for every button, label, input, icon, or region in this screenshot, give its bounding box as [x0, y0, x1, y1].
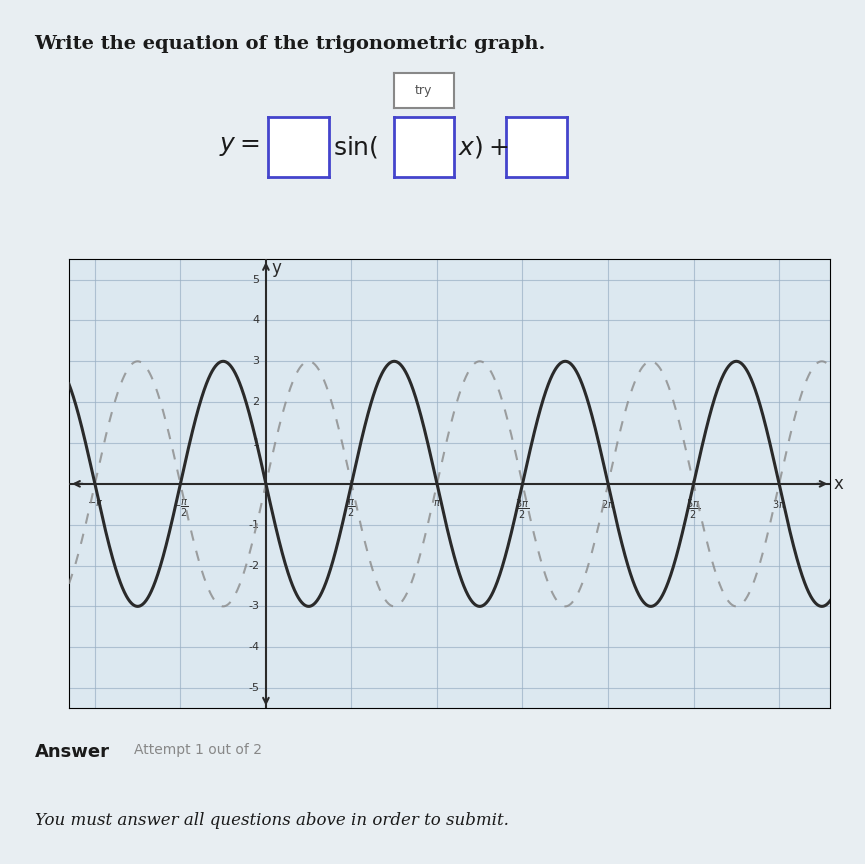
Text: -3: -3 — [248, 601, 260, 612]
Text: $y =$: $y =$ — [219, 136, 260, 158]
Text: $-\pi$: $-\pi$ — [86, 499, 103, 508]
Text: Attempt 1 out of 2: Attempt 1 out of 2 — [134, 743, 262, 757]
Text: 2: 2 — [253, 397, 260, 407]
Text: $2\pi$: $2\pi$ — [601, 499, 615, 510]
Text: $\pi$: $\pi$ — [433, 499, 441, 508]
Text: $-\dfrac{\pi}{2}$: $-\dfrac{\pi}{2}$ — [172, 499, 189, 519]
Text: $x) +$: $x) +$ — [458, 134, 509, 160]
Text: $\dfrac{\pi}{2}$: $\dfrac{\pi}{2}$ — [348, 499, 356, 519]
Text: 3: 3 — [253, 356, 260, 366]
Text: 4: 4 — [253, 315, 260, 326]
Text: $\dfrac{3\pi}{2}$: $\dfrac{3\pi}{2}$ — [516, 499, 529, 521]
Text: x: x — [833, 475, 843, 492]
Text: $3\pi$: $3\pi$ — [772, 499, 786, 510]
Text: $\mathrm{sin}($: $\mathrm{sin}($ — [333, 134, 379, 160]
Text: 5: 5 — [253, 275, 260, 284]
Text: 1: 1 — [253, 438, 260, 448]
Text: You must answer all questions above in order to submit.: You must answer all questions above in o… — [35, 812, 509, 829]
Text: -1: -1 — [248, 519, 260, 530]
Text: y: y — [272, 259, 281, 277]
Text: -4: -4 — [248, 642, 260, 652]
Text: $\dfrac{5\pi}{2}$: $\dfrac{5\pi}{2}$ — [687, 499, 701, 521]
Text: -2: -2 — [248, 561, 260, 570]
Text: try: try — [415, 84, 432, 98]
Text: Answer: Answer — [35, 743, 110, 761]
Text: Write the equation of the trigonometric graph.: Write the equation of the trigonometric … — [35, 35, 546, 53]
Text: -5: -5 — [248, 683, 260, 693]
